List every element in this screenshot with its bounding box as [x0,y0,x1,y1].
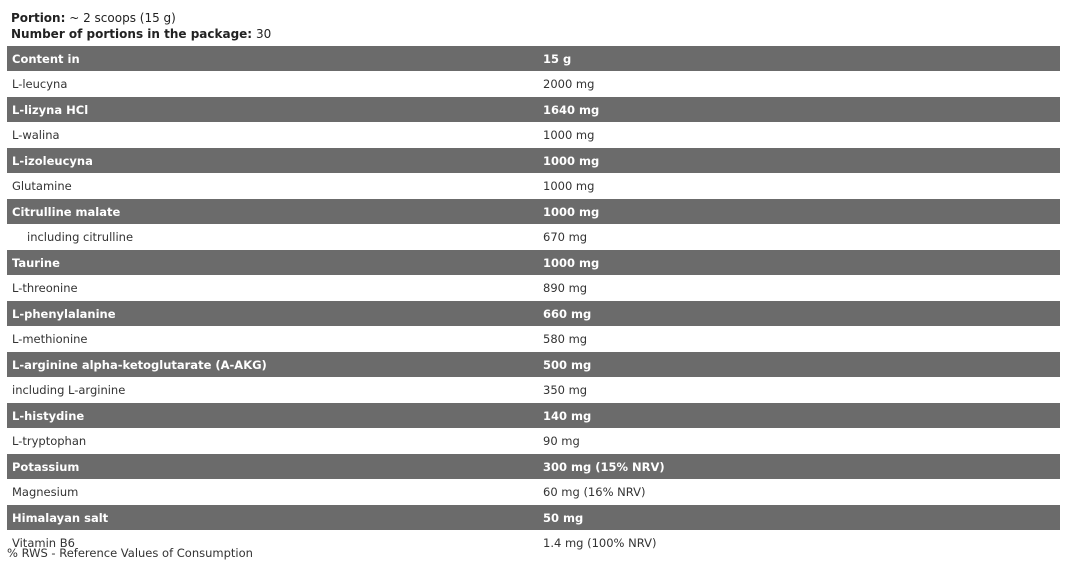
ingredient-amount: 90 mg [537,428,1060,454]
ingredient-name: L-leucyna [7,71,537,97]
portions-count-line: Number of portions in the package: 30 [11,26,271,42]
ingredient-amount: 1000 mg [537,249,1060,275]
ingredient-amount: 1000 mg [537,147,1060,173]
ingredient-amount: 1.4 mg (100% NRV) [537,530,1060,556]
ingredient-name: including citrulline [7,224,537,250]
ingredient-name: Potassium [7,453,537,479]
portion-line: Portion: ~ 2 scoops (15 g) [11,10,271,26]
ingredient-amount: 50 mg [537,504,1060,530]
header-content: Content in [7,46,537,71]
ingredient-name: Citrulline malate [7,198,537,224]
nutrition-table: Content in 15 g L-leucyna 2000 mg L-lizyna… [7,46,1060,556]
table-row: L-lizyna HCl 1640 mg [7,96,1060,122]
ingredient-amount: 2000 mg [537,71,1060,97]
ingredient-amount: 300 mg (15% NRV) [537,453,1060,479]
ingredient-name: L-threonine [7,275,537,301]
ingredient-amount: 60 mg (16% NRV) [537,479,1060,505]
ingredient-amount: 670 mg [537,224,1060,250]
table-row: L-walina 1000 mg [7,122,1060,148]
ingredient-amount: 1000 mg [537,198,1060,224]
table-row: L-phenylalanine 660 mg [7,300,1060,326]
table-row: L-izoleucyna 1000 mg [7,147,1060,173]
ingredient-name: Vitamin B6 [7,530,537,556]
ingredient-name: Himalayan salt [7,504,537,530]
ingredient-amount: 1640 mg [537,96,1060,122]
portion-value: ~ 2 scoops (15 g) [69,11,176,25]
table-row: L-arginine alpha-ketoglutarate (A-AKG) 50… [7,351,1060,377]
table-header: Content in 15 g [7,46,1060,71]
ingredient-name: L-phenylalanine [7,300,537,326]
table-row: including citrulline 670 mg [7,224,1060,250]
table-row: L-histydine 140 mg [7,402,1060,428]
portions-count-label: Number of portions in the package: [11,27,253,41]
ingredient-amount: 890 mg [537,275,1060,301]
table-row: Himalayan salt 50 mg [7,504,1060,530]
ingredient-name: L-arginine alpha-ketoglutarate (A-AKG) [7,351,537,377]
ingredient-name: L-tryptophan [7,428,537,454]
ingredient-name: L-walina [7,122,537,148]
ingredient-amount: 1000 mg [537,173,1060,199]
ingredient-name: including L-arginine [7,377,537,403]
ingredient-name: Taurine [7,249,537,275]
ingredient-name: L-histydine [7,402,537,428]
footnote: % RWS - Reference Values of Consumption [7,546,253,560]
table-row: Magnesium 60 mg (16% NRV) [7,479,1060,505]
ingredient-name: Glutamine [7,173,537,199]
ingredient-name: L-methionine [7,326,537,352]
ingredient-name: Magnesium [7,479,537,505]
ingredient-amount: 350 mg [537,377,1060,403]
table-row: Glutamine 1000 mg [7,173,1060,199]
portions-count-value: 30 [255,27,272,41]
table-row: Taurine 1000 mg [7,249,1060,275]
table-row: L-methionine 580 mg [7,326,1060,352]
header-amount: 15 g [537,46,1060,71]
table-row: L-threonine 890 mg [7,275,1060,301]
ingredient-name: L-lizyna HCl [7,96,537,122]
ingredient-amount: 1000 mg [537,122,1060,148]
table-row: Citrulline malate 1000 mg [7,198,1060,224]
ingredient-amount: 500 mg [537,351,1060,377]
table-row: Vitamin B6 1.4 mg (100% NRV) [7,530,1060,556]
table-row: L-tryptophan 90 mg [7,428,1060,454]
ingredient-amount: 580 mg [537,326,1060,352]
ingredient-amount: 140 mg [537,402,1060,428]
portion-info: Portion: ~ 2 scoops (15 g) Number of por… [11,10,271,42]
table-row: including L-arginine 350 mg [7,377,1060,403]
ingredient-amount: 660 mg [537,300,1060,326]
table-row: Potassium 300 mg (15% NRV) [7,453,1060,479]
ingredient-name: L-izoleucyna [7,147,537,173]
portion-label: Portion: [11,11,66,25]
table-row: L-leucyna 2000 mg [7,71,1060,97]
